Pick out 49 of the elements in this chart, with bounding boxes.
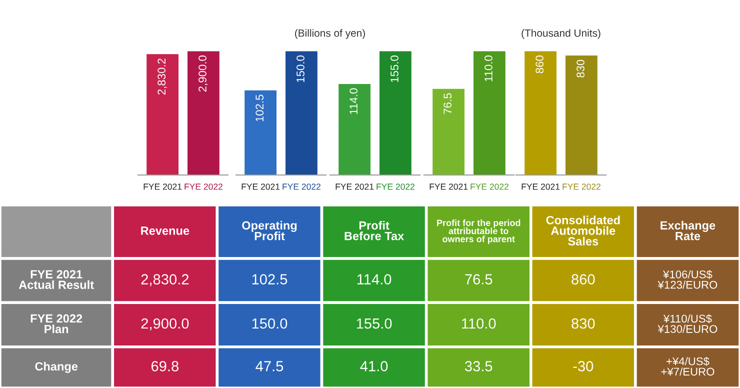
x-tick-label: FYE 2022	[282, 184, 320, 190]
category-label: Profit Before Tax	[344, 220, 404, 240]
text: 41.0	[360, 361, 388, 372]
text: 110.0	[462, 318, 496, 329]
category-label: Change	[35, 362, 78, 373]
category-label: FYE 2022 Plan	[30, 314, 82, 334]
text: 155.0	[356, 318, 392, 329]
x-tick-label: FYE 2022	[376, 184, 414, 190]
x-tick-label: FYE 2021	[522, 184, 560, 190]
chart-title: (Thousand Units)	[522, 29, 600, 39]
text: 47.5	[256, 361, 284, 372]
x-tick-label: FYE 2022	[562, 184, 600, 190]
x-tick-label: FYE 2022	[184, 184, 222, 190]
data-label: 114.0	[350, 88, 358, 114]
text: 102.5	[252, 274, 288, 284]
text: -30	[573, 361, 594, 372]
category-label: Operating Profit	[242, 220, 297, 240]
category-label: Exchange Rate	[660, 220, 716, 240]
data-label: 830	[576, 60, 584, 78]
category-label: Revenue	[141, 226, 190, 235]
data-label: 110.0	[484, 56, 492, 82]
data-label: 76.5	[444, 93, 452, 114]
data-label: 155.0	[390, 56, 398, 82]
data-label: 860	[536, 56, 544, 74]
text: 830	[572, 318, 595, 329]
x-tick-label: FYE 2021	[144, 184, 182, 190]
data-label: 2,900.0	[198, 56, 208, 92]
x-tick-label: FYE 2021	[336, 184, 374, 190]
text: 114.0	[357, 274, 392, 284]
category-label: Profit for the period attributable to owners of parent	[437, 219, 520, 244]
category-label: Consolidated Automobile Sales	[546, 216, 620, 246]
text: ¥110/US$ ¥130/EURO	[658, 314, 718, 333]
x-tick-label: FYE 2021	[430, 184, 468, 190]
x-tick-label: FYE 2021	[242, 184, 280, 190]
text: ¥106/US$ ¥123/EURO	[658, 270, 718, 289]
category-label: FYE 2021 Actual Result	[18, 270, 94, 290]
text: 860	[572, 274, 595, 284]
data-label: 2,830.2	[158, 58, 167, 95]
text: 69.8	[151, 361, 178, 372]
chart-title: (Billions of yen)	[295, 29, 365, 39]
x-tick-label: FYE 2022	[470, 184, 508, 190]
data-label: 102.5	[256, 94, 264, 122]
data-label: 150.0	[296, 56, 304, 82]
text: 150.0	[252, 318, 288, 329]
text: 33.5	[464, 361, 492, 372]
text: 2,900.0	[141, 318, 189, 330]
text: +¥4/US$ +¥7/EURO	[661, 356, 714, 376]
text: 2,830.2	[141, 274, 189, 286]
text: 76.5	[465, 274, 492, 284]
